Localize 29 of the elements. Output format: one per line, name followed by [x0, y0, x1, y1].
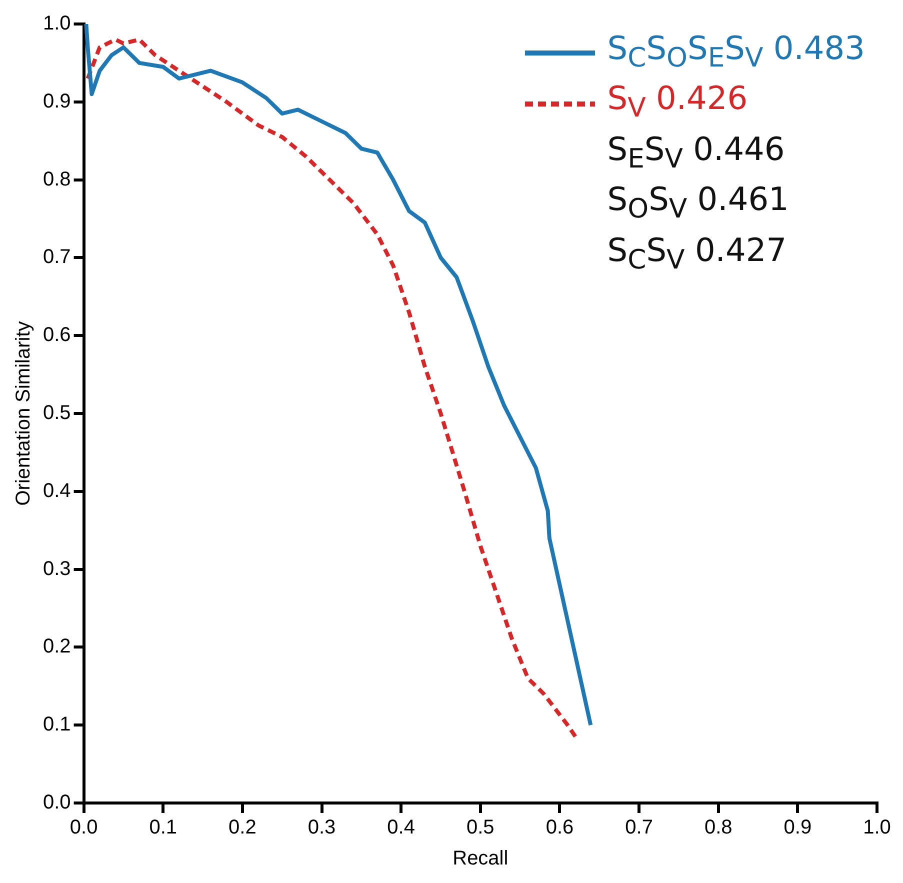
y-tick-label: 0.9 [42, 90, 71, 112]
x-tick-label: 0.7 [625, 816, 653, 839]
y-tick-label: 0.2 [42, 636, 71, 658]
annotation: S$_{E}$S$_{V}$ 0.446 [607, 128, 785, 176]
y-tick-label: 0.3 [42, 558, 71, 580]
annotation: S$_{O}$S$_{V}$ 0.461 [607, 179, 789, 227]
x-tick-label: 0.3 [308, 816, 336, 839]
text: S$_{C}$S$_{O}$S$_{E}$S$_{V}$ 0.483 [607, 29, 865, 74]
y-tick-label: 0.7 [42, 246, 71, 268]
annotation: S$_{C}$S$_{V}$ 0.427 [607, 230, 787, 277]
text: 1.0 [42, 12, 71, 35]
x-tick-label: 0.4 [387, 816, 415, 839]
y-tick-label: 0.8 [42, 168, 71, 190]
legend-label: S$_{V}$ 0.426 [607, 78, 748, 126]
x-tick-label: 0.9 [784, 816, 812, 839]
x-tick-label: 0.8 [704, 816, 732, 839]
x-axis-title: Recall [452, 848, 508, 870]
x-tick-label: 0.6 [546, 816, 574, 839]
y-tick-label: 0.6 [42, 324, 71, 346]
y-tick-label: 0.4 [42, 480, 71, 502]
y-tick-label: 0.1 [42, 714, 71, 736]
x-tick-label: 0.2 [228, 816, 256, 839]
x-tick-label: 0.5 [466, 816, 494, 839]
text: 0.0 [70, 816, 98, 839]
y-tick-label: 0.5 [42, 402, 71, 424]
y-axis-title: Orientation Similarity [12, 321, 35, 506]
text: 0.0 [42, 792, 71, 814]
text: 1.0 [863, 816, 891, 839]
x-tick-label: 0.1 [149, 816, 178, 839]
